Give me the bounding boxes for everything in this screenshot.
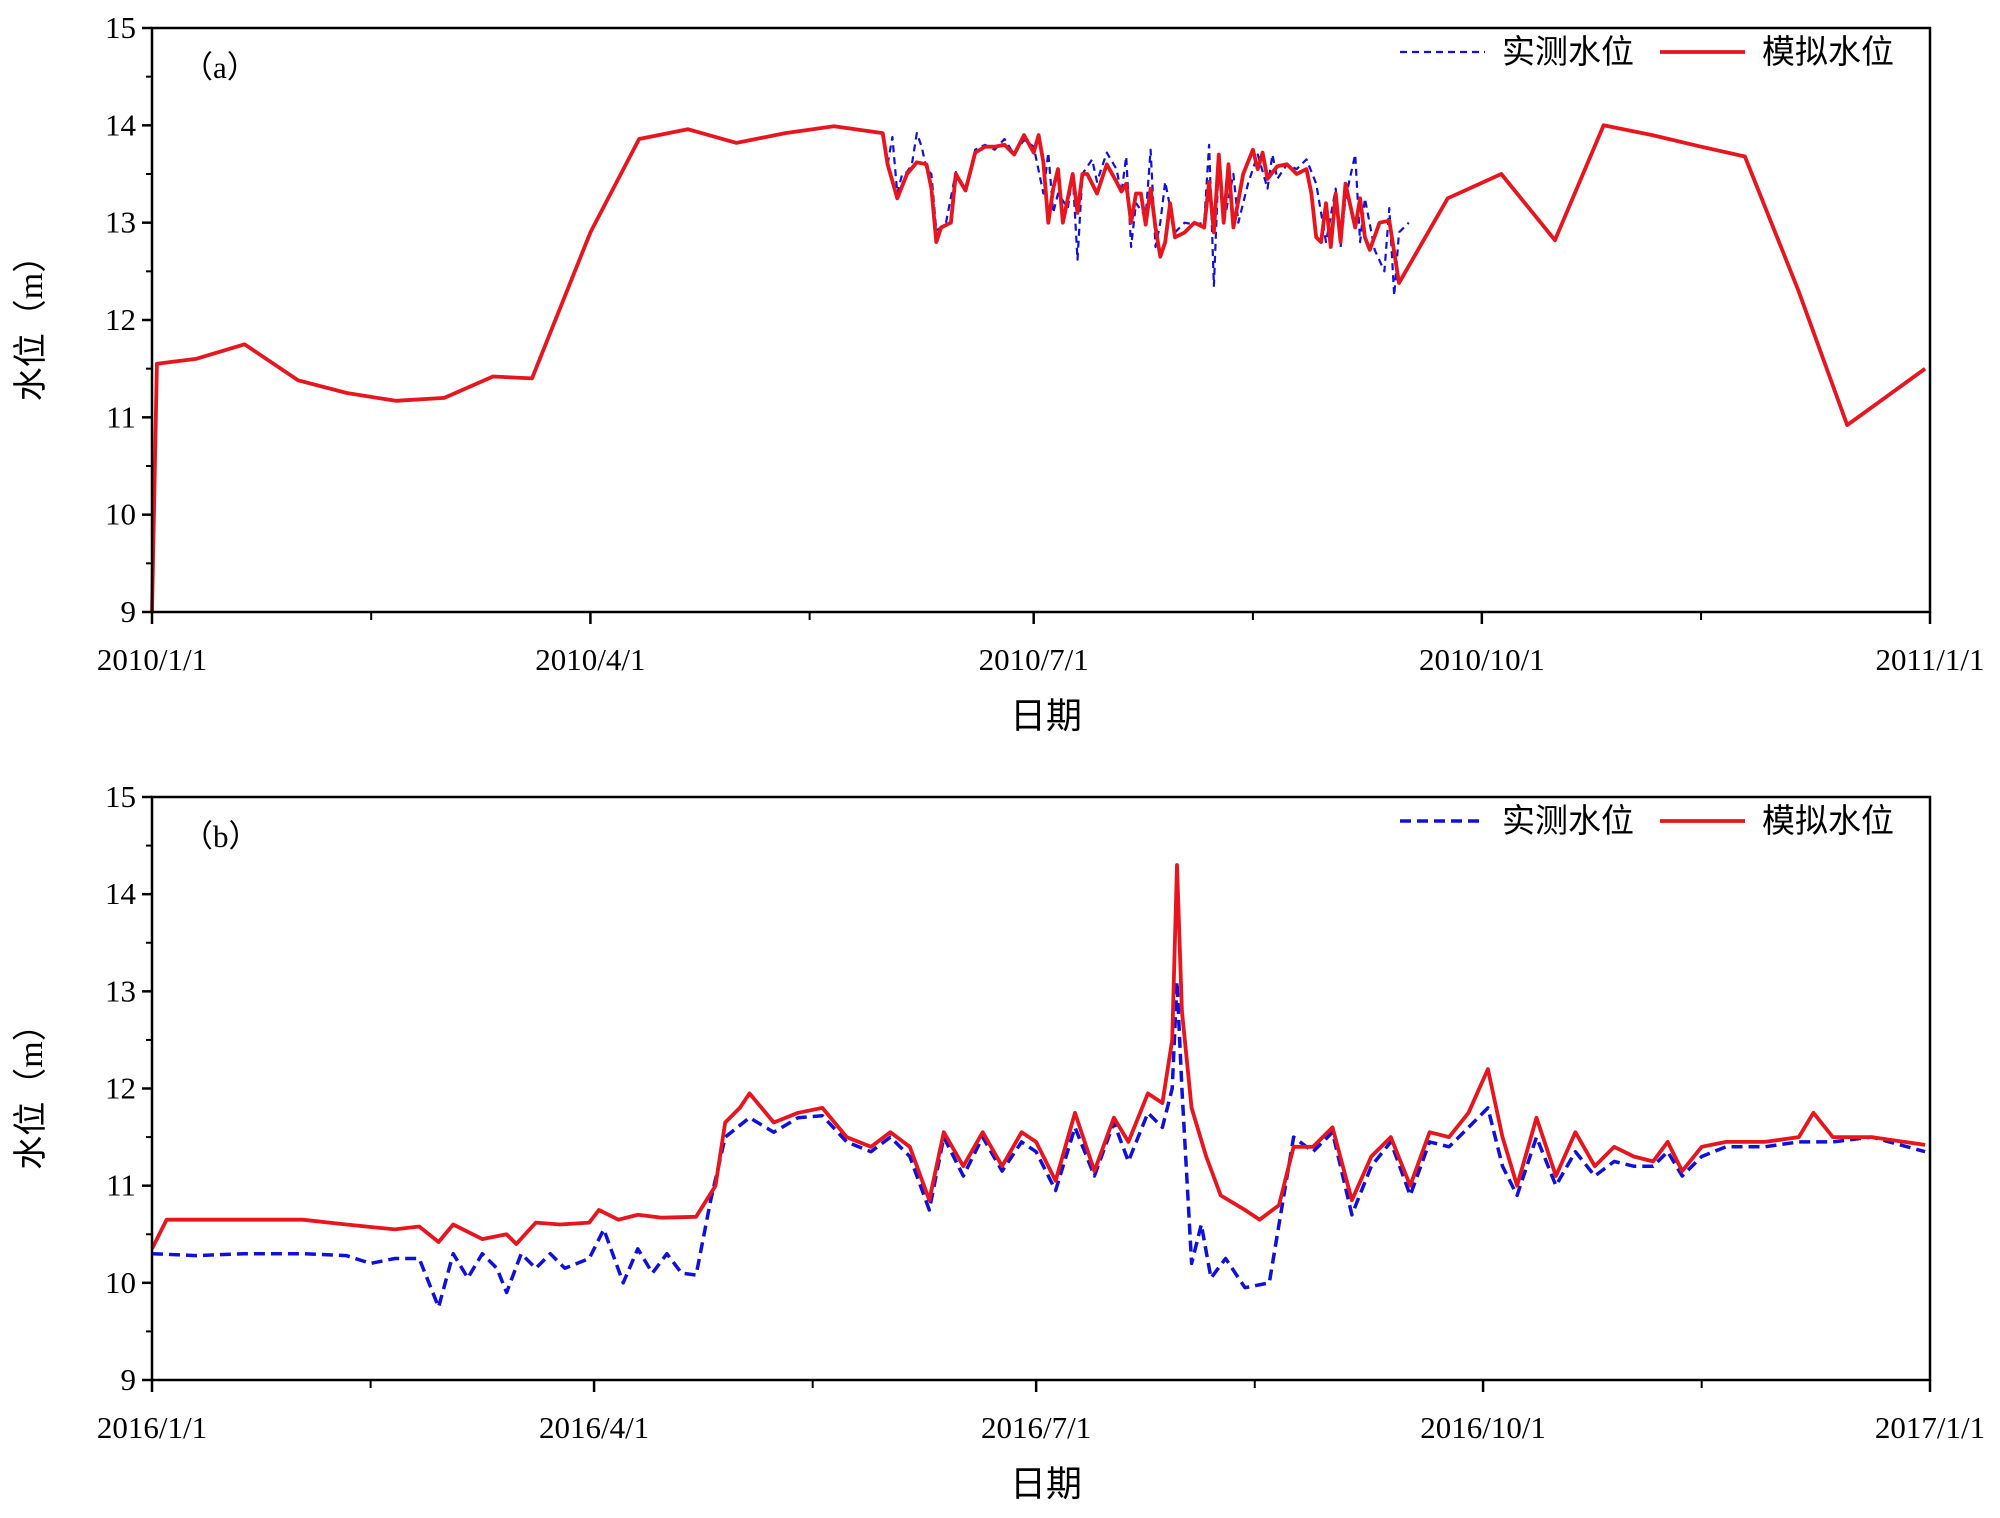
panel-b-series-simulated-line: [150, 863, 1926, 1250]
panel-a-x-axis-title: 日期: [1010, 696, 1082, 736]
panel-b-x-tick-label: 2016/7/1: [981, 1410, 1091, 1445]
panel-a: 9 10 11 12 13 14 15 2010/1/1 2010/4/1 2010/7/1 201…: [12, 10, 1985, 736]
panel-a-x-tick-label: 2011/1/1: [1875, 642, 1984, 677]
panel-a-legend: 实测水位 模拟水位: [1400, 34, 1894, 71]
panel-a-x-tick-label: 2010/7/1: [979, 642, 1089, 677]
panel-a-series-simulated-line: [150, 123, 1927, 613]
panel-a-y-tick-label: 10: [105, 497, 136, 532]
panel-a-x-tick-label: 2010/4/1: [535, 642, 645, 677]
panel-b-x-tick-label: 2016/10/1: [1420, 1410, 1546, 1445]
panel-a-y-tick-label: 11: [106, 399, 136, 434]
panel-a-y-axis-title: 水位（m）: [12, 239, 50, 401]
panel-b-legend-observed-label: 实测水位: [1502, 803, 1634, 840]
panel-b-y-axis-title: 水位（m）: [12, 1007, 50, 1169]
panel-a-y-tick-label: 15: [105, 10, 136, 45]
panel-b: 9 10 11 12 13 14 15 2016/1/1 2016/4/1 2016/7/1 201…: [12, 779, 1985, 1504]
panel-b-y-tick-label: 14: [105, 876, 137, 911]
panel-b-y-tick-label: 9: [121, 1362, 137, 1397]
panel-a-label: （a）: [182, 50, 258, 85]
panel-b-label: （b）: [182, 819, 260, 854]
panel-a-y-tick-label: 14: [105, 107, 137, 142]
panel-a-plot-frame: [150, 26, 1932, 614]
panel-b-series-observed-line: [151, 979, 1926, 1309]
panel-a-y-tick-label: 13: [105, 205, 136, 240]
panel-b-legend-simulated-label: 模拟水位: [1762, 803, 1894, 840]
panel-b-plot-frame: [150, 795, 1932, 1382]
panel-b-x-tick-label: 2016/1/1: [97, 1410, 207, 1445]
panel-a-series-observed-line: [886, 132, 1410, 297]
panel-b-x-tick-label: 2017/1/1: [1875, 1410, 1985, 1445]
panel-a-y-tick-label: 9: [121, 594, 137, 629]
panel-a-x-tick-label: 2010/10/1: [1419, 642, 1545, 677]
panel-b-y-tick-label: 12: [105, 1071, 136, 1106]
panel-b-x-axis-title: 日期: [1010, 1464, 1082, 1504]
panel-a-y-tick-label: 12: [105, 302, 136, 337]
panel-b-y-tick-label: 15: [105, 779, 136, 814]
panel-a-legend-observed-label: 实测水位: [1502, 34, 1634, 71]
panel-a-x-tick-label: 2010/1/1: [97, 642, 207, 677]
panel-b-x-tick-label: 2016/4/1: [539, 1410, 649, 1445]
panel-a-legend-simulated-label: 模拟水位: [1762, 34, 1894, 71]
panel-b-y-tick-label: 13: [105, 973, 136, 1008]
panel-b-y-tick-label: 10: [105, 1265, 136, 1300]
panel-b-y-tick-label: 11: [106, 1168, 136, 1203]
panel-b-legend: 实测水位 模拟水位: [1400, 803, 1894, 840]
